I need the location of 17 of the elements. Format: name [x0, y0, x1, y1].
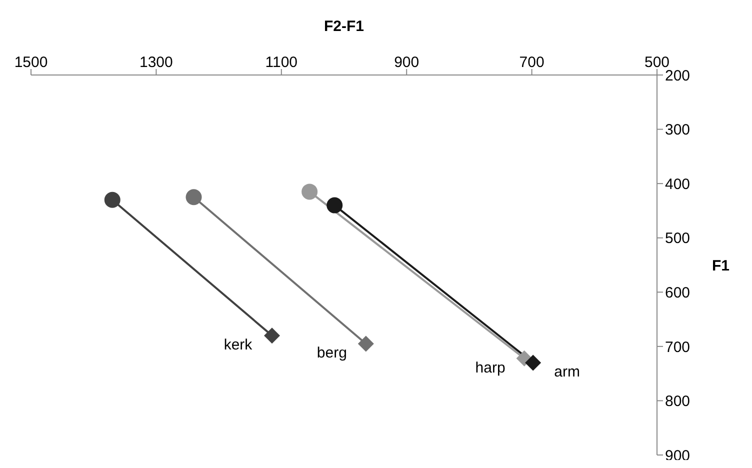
x-tick-label: 1100: [265, 54, 298, 71]
x-tick-label: 700: [519, 54, 544, 71]
y-tick-label: 800: [665, 393, 690, 410]
x-tick-label: 1300: [140, 54, 173, 71]
series-label: berg: [316, 344, 347, 362]
x-tick-label: 900: [394, 54, 420, 71]
series-label: arm: [554, 364, 580, 381]
y-tick-label: 300: [665, 122, 690, 139]
y-axis-title: F1: [712, 257, 730, 274]
y-tick-label: 600: [665, 284, 690, 302]
x-tick-label: 1500: [14, 54, 48, 71]
series-label: kerk: [224, 336, 253, 354]
y-tick-label: 400: [665, 176, 690, 193]
y-tick-label: 700: [665, 338, 690, 356]
series-label: harp: [475, 359, 506, 376]
y-tick-label: 500: [665, 230, 690, 248]
x-axis-title: F2-F1: [324, 18, 364, 35]
